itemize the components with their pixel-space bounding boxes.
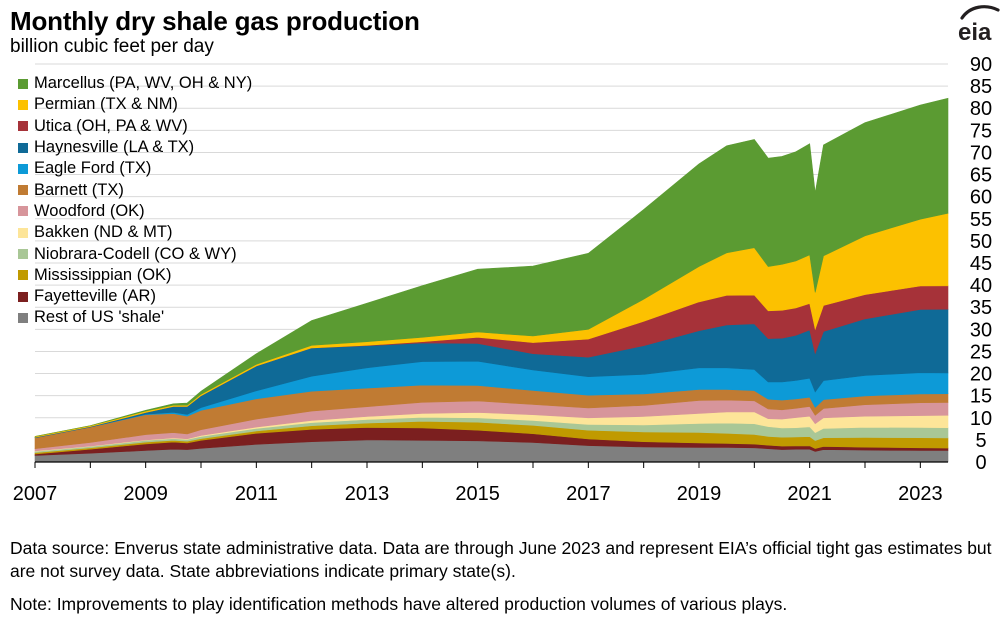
y-tick-label: 55 xyxy=(970,209,992,231)
y-tick-label: 15 xyxy=(970,386,992,408)
legend-label: Barnett (TX) xyxy=(34,180,124,199)
chart-title: Monthly dry shale gas production xyxy=(10,6,420,36)
x-tick-label: 2019 xyxy=(677,483,722,505)
eia-logo[interactable]: eia xyxy=(952,4,1000,44)
legend-item: Marcellus (PA, WV, OH & NY) xyxy=(18,73,252,94)
legend-swatch xyxy=(18,312,28,323)
legend-item: Woodford (OK) xyxy=(18,201,252,222)
legend-swatch xyxy=(18,270,28,281)
methodology-note: Note: Improvements to play identificatio… xyxy=(10,594,788,614)
y-tick-label: 60 xyxy=(970,187,992,209)
legend-item: Rest of US 'shale' xyxy=(18,307,252,328)
x-tick-label: 2007 xyxy=(13,483,58,505)
logo-arc xyxy=(960,5,1000,20)
legend-swatch xyxy=(18,99,28,110)
y-tick-label: 5 xyxy=(975,430,986,452)
legend-swatch xyxy=(18,121,28,132)
legend-label: Niobrara-Codell (CO & WY) xyxy=(34,244,237,263)
stacked-areas xyxy=(34,97,949,463)
legend-swatch xyxy=(18,185,28,196)
legend-label: Haynesville (LA & TX) xyxy=(34,138,195,157)
legend-label: Bakken (ND & MT) xyxy=(34,223,173,242)
y-tick-label: 45 xyxy=(970,253,992,275)
legend-swatch xyxy=(18,206,28,217)
legend-swatch xyxy=(18,78,28,89)
x-tick-label: 2017 xyxy=(566,483,611,505)
x-tick-label: 2015 xyxy=(455,483,500,505)
legend-item: Permian (TX & NM) xyxy=(18,94,252,115)
legend-item: Utica (OH, PA & WV) xyxy=(18,116,252,137)
logo-text: eia xyxy=(958,19,992,44)
legend-label: Mississippian (OK) xyxy=(34,265,172,284)
legend-item: Mississippian (OK) xyxy=(18,265,252,286)
y-tick-label: 35 xyxy=(970,297,992,319)
y-tick-label: 50 xyxy=(970,231,992,253)
legend-label: Permian (TX & NM) xyxy=(34,95,178,114)
legend-item: Fayetteville (AR) xyxy=(18,286,252,307)
legend-label: Eagle Ford (TX) xyxy=(34,159,152,178)
y-tick-label: 65 xyxy=(970,165,992,187)
legend-item: Barnett (TX) xyxy=(18,179,252,200)
y-tick-label: 75 xyxy=(970,120,992,142)
y-tick-label: 40 xyxy=(970,275,992,297)
y-tick-label: 20 xyxy=(970,364,992,386)
legend-item: Niobrara-Codell (CO & WY) xyxy=(18,243,252,264)
legend-label: Woodford (OK) xyxy=(34,201,145,220)
y-tick-label: 85 xyxy=(970,76,992,98)
x-tick-label: 2011 xyxy=(235,483,278,505)
y-tick-label: 10 xyxy=(970,408,992,430)
legend-item: Eagle Ford (TX) xyxy=(18,158,252,179)
legend-item: Bakken (ND & MT) xyxy=(18,222,252,243)
legend-label: Rest of US 'shale' xyxy=(34,308,165,327)
legend-swatch xyxy=(18,291,28,302)
series-area-marcellus-pa-wv-oh-ny xyxy=(34,97,949,437)
legend: Marcellus (PA, WV, OH & NY) Permian (TX &… xyxy=(18,73,252,329)
legend-swatch xyxy=(18,142,28,153)
legend-swatch xyxy=(18,163,28,174)
x-tick-label: 2013 xyxy=(345,483,390,505)
chart-subtitle: billion cubic feet per day xyxy=(10,36,214,57)
legend-label: Utica (OH, PA & WV) xyxy=(34,116,188,135)
x-tick-label: 2023 xyxy=(898,483,943,505)
legend-swatch xyxy=(18,227,28,238)
data-source-note: Data source: Enverus state administrativ… xyxy=(10,538,992,581)
legend-label: Fayetteville (AR) xyxy=(34,287,156,306)
legend-swatch xyxy=(18,249,28,260)
x-tick-label: 2021 xyxy=(787,483,832,505)
y-tick-label: 80 xyxy=(970,98,992,120)
y-tick-label: 70 xyxy=(970,142,992,164)
x-tick-label: 2009 xyxy=(123,483,168,505)
legend-label: Marcellus (PA, WV, OH & NY) xyxy=(34,74,253,93)
y-tick-label: 30 xyxy=(970,319,992,341)
y-tick-label: 0 xyxy=(975,452,986,474)
legend-item: Haynesville (LA & TX) xyxy=(18,137,252,158)
y-tick-label: 25 xyxy=(970,341,992,363)
y-tick-label: 90 xyxy=(970,54,992,76)
